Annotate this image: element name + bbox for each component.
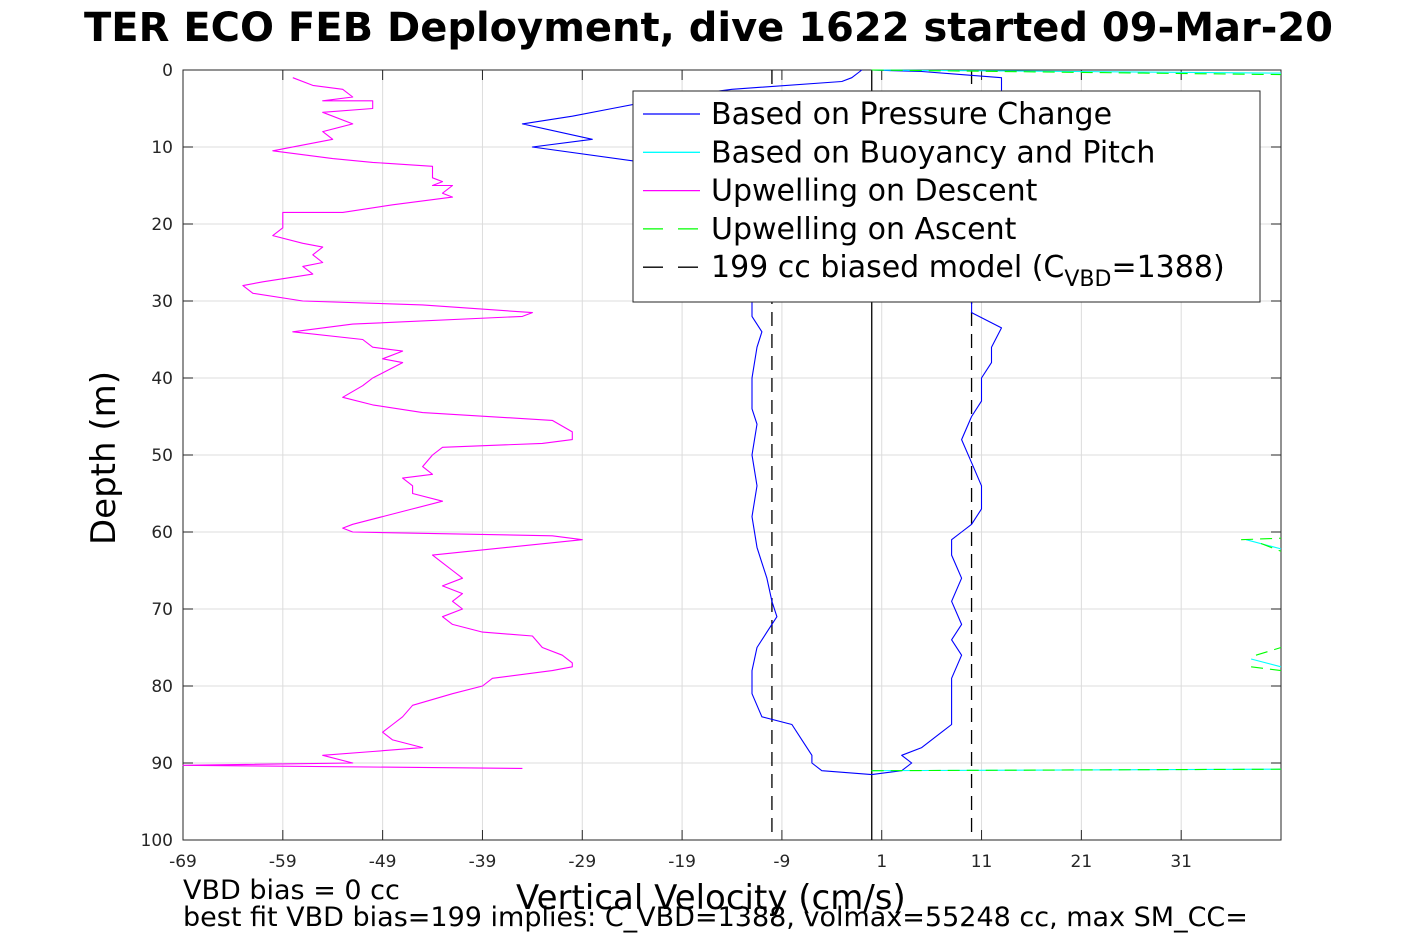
y-axis-ticks: 0 10 20 30 40 50 60 70 80 90 100 — [141, 61, 1281, 851]
y-tick-label: 40 — [151, 369, 173, 389]
legend-label: Upwelling on Ascent — [711, 212, 1017, 247]
legend-label: Based on Buoyancy and Pitch — [711, 135, 1155, 170]
y-tick-label: 60 — [151, 523, 173, 543]
legend-box — [632, 90, 1261, 303]
y-tick-label: 0 — [162, 61, 173, 81]
x-axis-ticks: -69 -59 -49 -39 -29 -19 -9 1 11 21 31 — [169, 70, 1192, 872]
x-tick-label: 11 — [971, 852, 993, 872]
chart-title: TER ECO FEB Deployment, dive 1622 starte… — [83, 5, 1333, 51]
x-axis-label: Vertical Velocity (cm/s) — [516, 878, 906, 918]
y-tick-label: 50 — [151, 446, 173, 466]
series-line-3 — [871, 69, 1282, 772]
footer-line-2: best fit VBD bias=199 implies: C_VBD=138… — [183, 902, 1248, 933]
x-tick-label: 1 — [876, 852, 887, 872]
y-tick-label: 20 — [151, 215, 173, 235]
series-line-2 — [182, 77, 583, 769]
x-tick-label: -29 — [568, 852, 596, 872]
x-tick-label: -9 — [773, 852, 790, 872]
x-tick-label: -59 — [269, 852, 297, 872]
footer-line-1: VBD bias = 0 cc — [183, 875, 400, 906]
legend-label: 199 cc biased model (CVBD=1388) — [711, 250, 1225, 292]
y-tick-label: 80 — [151, 677, 173, 697]
y-tick-label: 100 — [141, 831, 173, 851]
x-tick-label: 31 — [1170, 852, 1192, 872]
x-tick-label: -69 — [169, 852, 197, 872]
y-tick-label: 30 — [151, 292, 173, 312]
x-tick-label: 21 — [1071, 852, 1093, 872]
x-tick-label: -39 — [469, 852, 497, 872]
x-tick-label: -19 — [668, 852, 696, 872]
y-tick-label: 70 — [151, 600, 173, 620]
y-tick-label: 10 — [151, 138, 173, 158]
x-tick-label: -49 — [369, 852, 397, 872]
y-tick-label: 90 — [151, 754, 173, 774]
y-axis-label: Depth (m) — [84, 370, 124, 546]
legend-label: Based on Pressure Change — [711, 97, 1112, 132]
legend-label: Upwelling on Descent — [711, 174, 1038, 209]
